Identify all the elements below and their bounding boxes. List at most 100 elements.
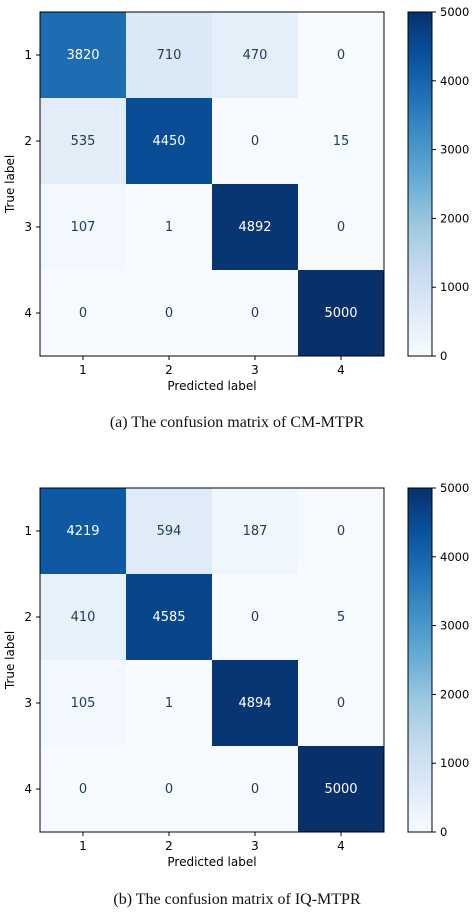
ylabel-b: True label bbox=[3, 631, 17, 690]
cell-label-b-r1-c1: 4219 bbox=[66, 524, 99, 539]
cell-label-b-r4-c4: 5000 bbox=[324, 782, 357, 797]
cell-b-r1-c3 bbox=[212, 488, 298, 574]
cell-b-r2-c3 bbox=[212, 574, 298, 660]
colorbar-tick-label-b-4000: 4000 bbox=[440, 550, 469, 564]
cell-a-r2-c1 bbox=[40, 98, 126, 184]
matrix-frame-a bbox=[39, 11, 385, 357]
cell-b-r2-c1 bbox=[40, 574, 126, 660]
cell-label-b-r2-c1: 410 bbox=[71, 610, 96, 625]
cell-label-b-r1-c2: 594 bbox=[157, 524, 182, 539]
xlabel-b: Predicted label bbox=[167, 855, 256, 869]
cell-label-b-r3-c4: 0 bbox=[337, 696, 345, 711]
cell-label-a-r3-c3: 4892 bbox=[238, 220, 271, 235]
cell-a-r3-c1 bbox=[40, 184, 126, 270]
ytick-label-a-1: 1 bbox=[24, 48, 32, 62]
cell-b-r3-c2 bbox=[126, 660, 212, 746]
ytick-label-b-4: 4 bbox=[24, 782, 32, 796]
ytick-label-b-2: 2 bbox=[24, 610, 32, 624]
cell-label-a-r4-c2: 0 bbox=[165, 306, 173, 321]
colorbar-b bbox=[407, 487, 433, 833]
cell-a-r2-c3 bbox=[212, 98, 298, 184]
cell-b-r1-c1 bbox=[40, 488, 126, 574]
cell-label-b-r4-c2: 0 bbox=[165, 782, 173, 797]
cell-label-a-r4-c3: 0 bbox=[251, 306, 259, 321]
cell-label-b-r3-c2: 1 bbox=[165, 696, 173, 711]
cell-b-r1-c4 bbox=[298, 488, 384, 574]
cell-a-r2-c4 bbox=[298, 98, 384, 184]
cell-label-b-r4-c1: 0 bbox=[79, 782, 87, 797]
ytick-label-a-3: 3 bbox=[24, 220, 32, 234]
xtick-label-b-3: 3 bbox=[251, 839, 259, 853]
cell-label-a-r2-c1: 535 bbox=[71, 134, 96, 149]
cell-a-r4-c4 bbox=[298, 270, 384, 356]
xlabel-a: Predicted label bbox=[167, 379, 256, 393]
cell-b-r4-c3 bbox=[212, 746, 298, 832]
matrix-frame-b bbox=[39, 487, 385, 833]
colorbar-tick-label-a-5000: 5000 bbox=[440, 5, 469, 19]
cell-label-a-r1-c2: 710 bbox=[157, 48, 182, 63]
cell-label-b-r2-c3: 0 bbox=[251, 610, 259, 625]
cell-label-b-r2-c4: 5 bbox=[337, 610, 345, 625]
cell-label-b-r1-c4: 0 bbox=[337, 524, 345, 539]
cell-label-b-r2-c2: 4585 bbox=[152, 610, 185, 625]
cell-a-r1-c2 bbox=[126, 12, 212, 98]
cell-a-r1-c3 bbox=[212, 12, 298, 98]
colorbar-tick-label-b-1000: 1000 bbox=[440, 756, 469, 770]
colorbar-tick-label-a-0: 0 bbox=[440, 349, 447, 363]
cell-label-b-r4-c3: 0 bbox=[251, 782, 259, 797]
xtick-label-b-2: 2 bbox=[165, 839, 173, 853]
cell-label-a-r2-c3: 0 bbox=[251, 134, 259, 149]
cell-label-b-r3-c3: 4894 bbox=[238, 696, 271, 711]
cell-a-r3-c4 bbox=[298, 184, 384, 270]
cell-a-r4-c1 bbox=[40, 270, 126, 356]
xtick-label-b-1: 1 bbox=[79, 839, 87, 853]
caption-b: (b) The confusion matrix of IQ-MTPR bbox=[113, 891, 361, 908]
cell-a-r3-c2 bbox=[126, 184, 212, 270]
colorbar-a bbox=[407, 11, 433, 357]
cell-b-r4-c2 bbox=[126, 746, 212, 832]
cell-b-r1-c2 bbox=[126, 488, 212, 574]
ytick-label-a-2: 2 bbox=[24, 134, 32, 148]
colorbar-tick-label-b-2000: 2000 bbox=[440, 687, 469, 701]
cell-a-r2-c2 bbox=[126, 98, 212, 184]
colorbar-tick-label-b-0: 0 bbox=[440, 825, 447, 839]
ylabel-a: True label bbox=[3, 155, 17, 214]
cell-label-b-r3-c1: 105 bbox=[71, 696, 96, 711]
cell-label-a-r2-c2: 4450 bbox=[152, 134, 185, 149]
xtick-label-a-3: 3 bbox=[251, 363, 259, 377]
cell-a-r1-c4 bbox=[298, 12, 384, 98]
xtick-label-b-4: 4 bbox=[337, 839, 345, 853]
cell-label-a-r2-c4: 15 bbox=[333, 134, 350, 149]
cell-b-r3-c1 bbox=[40, 660, 126, 746]
cell-b-r2-c4 bbox=[298, 574, 384, 660]
cell-b-r4-c1 bbox=[40, 746, 126, 832]
cell-label-a-r3-c1: 107 bbox=[71, 220, 96, 235]
cell-b-r3-c4 bbox=[298, 660, 384, 746]
ytick-label-b-3: 3 bbox=[24, 696, 32, 710]
cell-b-r3-c3 bbox=[212, 660, 298, 746]
colorbar-tick-label-a-3000: 3000 bbox=[440, 143, 469, 157]
caption-a: (a) The confusion matrix of CM-MTPR bbox=[109, 414, 365, 431]
cell-a-r3-c3 bbox=[212, 184, 298, 270]
cell-a-r4-c2 bbox=[126, 270, 212, 356]
cell-label-a-r1-c1: 3820 bbox=[66, 48, 99, 63]
ytick-label-a-4: 4 bbox=[24, 306, 32, 320]
xtick-label-a-2: 2 bbox=[165, 363, 173, 377]
cell-a-r4-c3 bbox=[212, 270, 298, 356]
cell-label-a-r3-c2: 1 bbox=[165, 220, 173, 235]
cell-b-r2-c2 bbox=[126, 574, 212, 660]
cell-label-a-r1-c4: 0 bbox=[337, 48, 345, 63]
cell-label-a-r4-c4: 5000 bbox=[324, 306, 357, 321]
cell-label-a-r3-c4: 0 bbox=[337, 220, 345, 235]
cell-label-a-r4-c1: 0 bbox=[79, 306, 87, 321]
ytick-label-b-1: 1 bbox=[24, 524, 32, 538]
colorbar-tick-label-b-3000: 3000 bbox=[440, 619, 469, 633]
cell-b-r4-c4 bbox=[298, 746, 384, 832]
cell-label-a-r1-c3: 470 bbox=[243, 48, 268, 63]
colorbar-tick-label-b-5000: 5000 bbox=[440, 481, 469, 495]
colorbar-tick-label-a-2000: 2000 bbox=[440, 211, 469, 225]
colorbar-tick-label-a-4000: 4000 bbox=[440, 74, 469, 88]
xtick-label-a-1: 1 bbox=[79, 363, 87, 377]
xtick-label-a-4: 4 bbox=[337, 363, 345, 377]
